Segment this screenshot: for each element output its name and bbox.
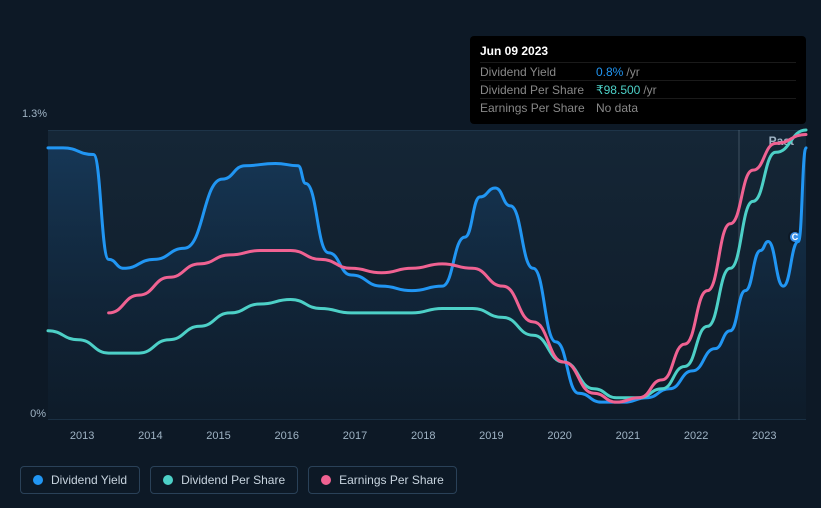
tooltip-row-label: Dividend Yield <box>480 65 596 79</box>
tooltip-row-label: Earnings Per Share <box>480 101 596 115</box>
legend-dot-icon <box>33 475 43 485</box>
x-tick: 2016 <box>275 430 299 442</box>
x-tick: 2014 <box>138 430 162 442</box>
x-tick: 2015 <box>206 430 230 442</box>
tooltip-row-suffix: /yr <box>626 65 639 79</box>
tooltip-row: Dividend Per Share₹98.500/yr <box>480 80 796 98</box>
legend-item[interactable]: Dividend Yield <box>20 466 140 494</box>
legend-label: Dividend Yield <box>51 473 127 487</box>
chart-plot-area[interactable]: Past C <box>48 130 806 420</box>
y-axis-max-label: 1.3% <box>22 108 46 120</box>
legend-item[interactable]: Earnings Per Share <box>308 466 457 494</box>
y-axis-min-label: 0% <box>22 408 46 420</box>
legend-dot-icon <box>163 475 173 485</box>
legend-item[interactable]: Dividend Per Share <box>150 466 298 494</box>
chart-svg <box>48 130 806 420</box>
x-tick: 2019 <box>479 430 503 442</box>
tooltip-row-value: ₹98.500/yr <box>596 83 796 97</box>
tooltip-row: Dividend Yield0.8%/yr <box>480 62 796 80</box>
tooltip-rows: Dividend Yield0.8%/yrDividend Per Share₹… <box>480 62 796 116</box>
x-tick: 2021 <box>616 430 640 442</box>
tooltip-date: Jun 09 2023 <box>480 42 796 62</box>
legend-dot-icon <box>321 475 331 485</box>
x-tick: 2013 <box>70 430 94 442</box>
x-axis: 2013 2014 2015 2016 2017 2018 2019 2020 2021 2022… <box>48 430 806 446</box>
tooltip-row-suffix: /yr <box>643 83 656 97</box>
x-tick: 2018 <box>411 430 435 442</box>
tooltip-row-label: Dividend Per Share <box>480 83 596 97</box>
legend-label: Dividend Per Share <box>181 473 285 487</box>
tooltip-row-value: No data <box>596 101 796 115</box>
x-tick: 2023 <box>752 430 776 442</box>
x-tick: 2020 <box>547 430 571 442</box>
x-tick: 2022 <box>684 430 708 442</box>
chart-tooltip: Jun 09 2023 Dividend Yield0.8%/yrDividen… <box>470 36 806 124</box>
tooltip-row: Earnings Per ShareNo data <box>480 98 796 116</box>
x-tick: 2017 <box>343 430 367 442</box>
chart-legend: Dividend Yield Dividend Per Share Earnings… <box>20 466 457 494</box>
tooltip-row-value: 0.8%/yr <box>596 65 796 79</box>
legend-label: Earnings Per Share <box>339 473 444 487</box>
